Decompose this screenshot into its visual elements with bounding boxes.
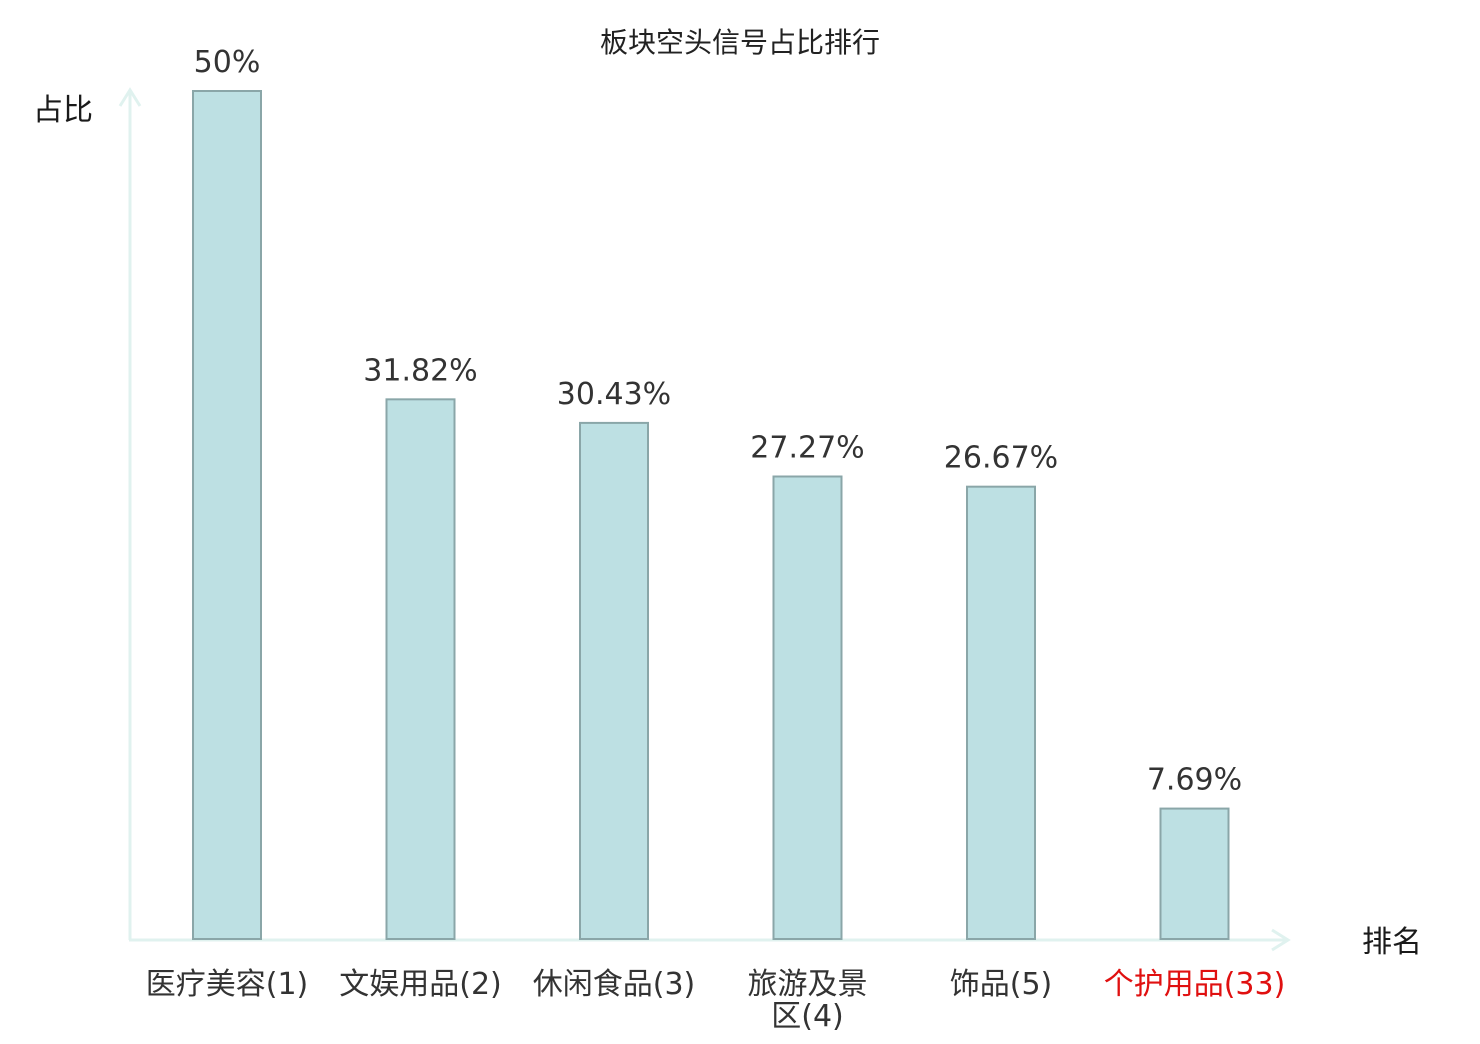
category-label: 医疗美容(1): [146, 967, 309, 1002]
bar: [1159, 807, 1230, 940]
bar: [772, 475, 843, 940]
value-label: 30.43%: [557, 377, 671, 412]
chart-title: 板块空头信号占比排行: [600, 26, 880, 59]
axes: [118, 87, 1291, 952]
value-labels: 50% 31.82% 30.43% 27.27% 26.67% 7.69%: [194, 45, 1243, 798]
bar: [192, 90, 262, 940]
value-label: 26.67%: [944, 441, 1058, 476]
y-axis-title: 占比: [33, 93, 93, 128]
x-axis-arrow: [1271, 928, 1291, 952]
value-label: 50%: [194, 45, 261, 80]
category-label: 休闲食品(3): [533, 967, 696, 1002]
bar: [385, 398, 456, 940]
bars: [192, 90, 1230, 940]
value-label: 7.69%: [1147, 763, 1242, 798]
value-label: 31.82%: [363, 353, 477, 388]
value-label: 27.27%: [750, 431, 864, 466]
bar: [579, 421, 649, 940]
category-label: 饰品(5): [950, 967, 1053, 1002]
category-label: 旅游及景: [748, 967, 868, 1002]
y-axis-arrow: [118, 87, 142, 107]
category-label: 区(4): [771, 999, 844, 1034]
category-label: 个护用品(33): [1104, 967, 1286, 1002]
x-axis-title: 排名: [1362, 925, 1422, 960]
category-label: 文娱用品(2): [339, 967, 502, 1002]
bar: [966, 485, 1036, 940]
